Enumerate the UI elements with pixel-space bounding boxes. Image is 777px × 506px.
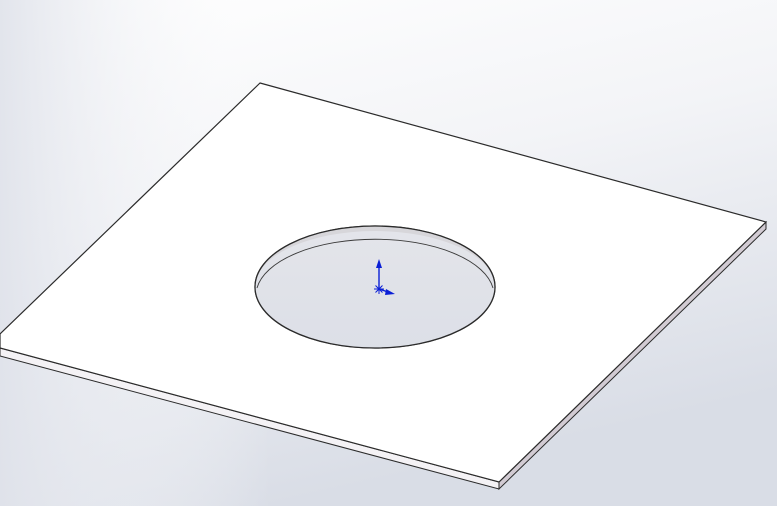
hole-bottom-edge — [256, 238, 494, 289]
hole-background — [255, 226, 495, 348]
origin-triad-icon — [374, 259, 395, 295]
hole-top-edge — [254, 225, 496, 349]
plate-part[interactable] — [0, 82, 768, 491]
plate-hole[interactable] — [250, 220, 500, 355]
